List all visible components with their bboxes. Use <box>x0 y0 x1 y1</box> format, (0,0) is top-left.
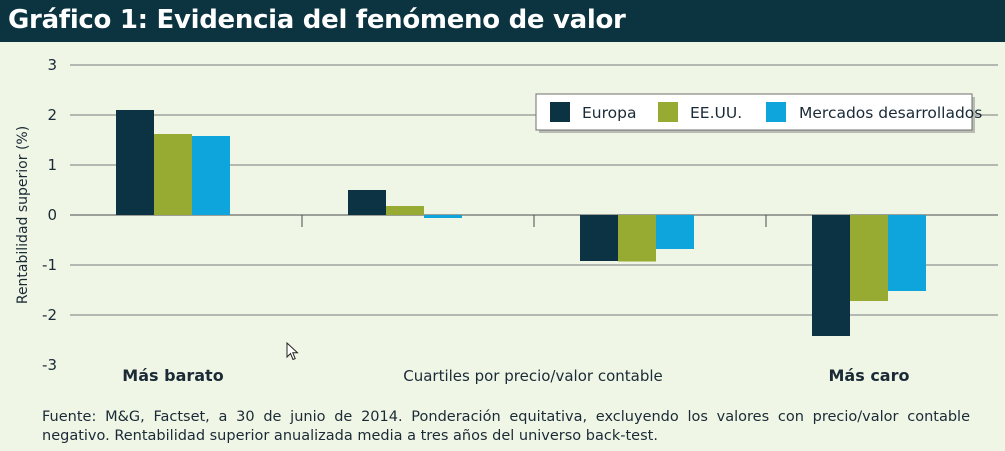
bar <box>618 215 656 262</box>
bar <box>656 215 694 249</box>
bar <box>386 206 424 215</box>
bar <box>888 215 926 291</box>
bar <box>116 110 154 215</box>
y-tick-label: 2 <box>47 106 57 124</box>
bar <box>580 215 618 261</box>
x-category-label: Más barato <box>122 366 223 385</box>
y-tick-label: -3 <box>42 356 57 374</box>
y-axis-label: Rentabilidad superior (%) <box>15 126 31 304</box>
bar <box>192 136 230 215</box>
bar <box>424 215 462 218</box>
chart-header: Gráfico 1: Evidencia del fenómeno de val… <box>0 0 1005 42</box>
y-tick-label: 1 <box>47 156 57 174</box>
y-tick-label: -1 <box>42 256 57 274</box>
legend-swatch <box>766 102 786 122</box>
legend <box>535 93 973 131</box>
x-category-label: Más caro <box>829 366 910 385</box>
legend-label: Mercados desarrollados <box>799 104 982 122</box>
y-tick-label: -2 <box>42 306 57 324</box>
bar <box>348 190 386 215</box>
x-axis-label: Cuartiles por precio/valor contable <box>403 367 663 385</box>
legend-swatch <box>550 102 570 122</box>
y-tick-label: 0 <box>47 206 57 224</box>
legend-label: EE.UU. <box>690 104 742 122</box>
mouse-pointer-icon <box>286 342 299 361</box>
y-tick-label: 3 <box>47 56 57 74</box>
bar <box>812 215 850 336</box>
bar-chart: 3 2 1 0 -1 -2 -3 Más barato Más caro Cuartiles po… <box>15 56 998 385</box>
bar <box>154 134 192 215</box>
legend-swatch <box>658 102 678 122</box>
bar <box>850 215 888 301</box>
legend-label: Europa <box>582 104 636 122</box>
source-note: Fuente: M&G, Factset, a 30 de junio de 2… <box>42 409 970 444</box>
chart-title: Gráfico 1: Evidencia del fenómeno de val… <box>8 5 626 35</box>
